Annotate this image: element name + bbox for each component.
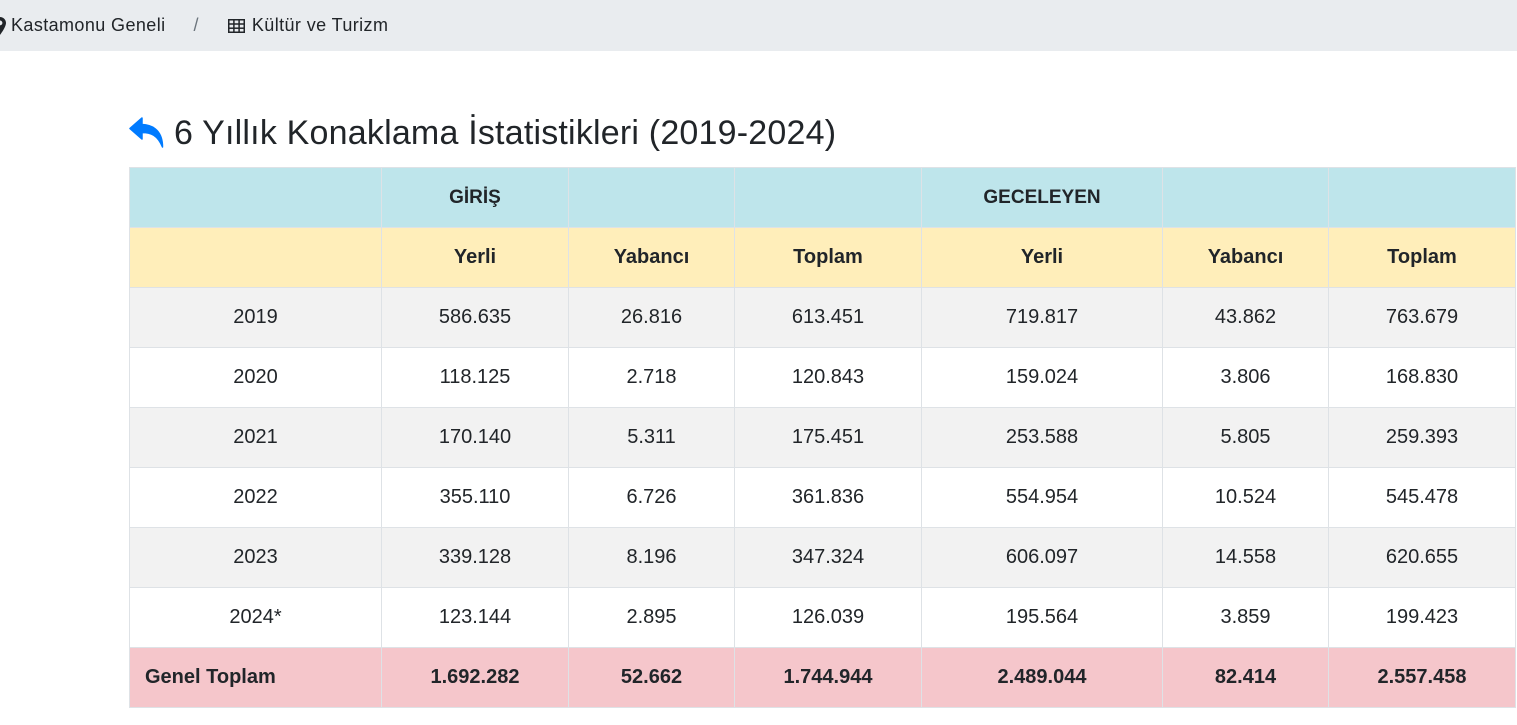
table-cell: 355.110	[381, 467, 569, 528]
table-cell: 5.311	[568, 407, 735, 468]
year-cell: 2023	[129, 527, 382, 588]
year-cell: 2021	[129, 407, 382, 468]
table-cell: 620.655	[1328, 527, 1516, 588]
page-title: 6 Yıllık Konaklama İstatistikleri (2019-…	[174, 113, 837, 152]
table-row: 2023 339.128 8.196 347.324 606.097 14.55…	[129, 527, 1516, 588]
table-cell: 259.393	[1328, 407, 1516, 468]
table-cell: 5.805	[1162, 407, 1329, 468]
table-cell: 2.718	[568, 347, 735, 408]
table-cell: 199.423	[1328, 587, 1516, 648]
table-cell: 10.524	[1162, 467, 1329, 528]
group-header-cell	[734, 167, 922, 228]
column-header-giris-yerli: Yerli	[381, 227, 569, 288]
table-row: 2021 170.140 5.311 175.451 253.588 5.805…	[129, 407, 1516, 468]
reply-arrow-icon[interactable]	[129, 116, 165, 150]
group-header-geceleyen: GECELEYEN	[921, 167, 1163, 228]
total-cell: 52.662	[568, 647, 735, 708]
table-cell: 168.830	[1328, 347, 1516, 408]
table-cell: 554.954	[921, 467, 1163, 528]
table-cell: 43.862	[1162, 287, 1329, 348]
table-cell: 175.451	[734, 407, 922, 468]
table-cell: 613.451	[734, 287, 922, 348]
group-header-cell	[1162, 167, 1329, 228]
breadcrumb-item-kastamonu-geneli[interactable]: Kastamonu Geneli	[0, 15, 166, 36]
table-cell: 195.564	[921, 587, 1163, 648]
table-cell: 606.097	[921, 527, 1163, 588]
table-cell: 126.039	[734, 587, 922, 648]
total-label-cell: Genel Toplam	[129, 647, 382, 708]
table-cell: 763.679	[1328, 287, 1516, 348]
accommodation-stats-table: GİRİŞ GECELEYEN Yerli Yabancı Toplam Yer…	[129, 167, 1516, 708]
table-cell: 120.843	[734, 347, 922, 408]
table-cell: 6.726	[568, 467, 735, 528]
table-cell: 118.125	[381, 347, 569, 408]
breadcrumb-item-kultur-ve-turizm[interactable]: Kültür ve Turizm	[227, 15, 389, 36]
year-cell: 2024*	[129, 587, 382, 648]
table-row: 2019 586.635 26.816 613.451 719.817 43.8…	[129, 287, 1516, 348]
year-cell: 2019	[129, 287, 382, 348]
table-column-header-row: Yerli Yabancı Toplam Yerli Yabancı Topla…	[129, 227, 1516, 288]
total-cell: 82.414	[1162, 647, 1329, 708]
table-cell: 719.817	[921, 287, 1163, 348]
table-cell: 14.558	[1162, 527, 1329, 588]
group-header-giris: GİRİŞ	[381, 167, 569, 228]
year-cell: 2020	[129, 347, 382, 408]
table-cell: 545.478	[1328, 467, 1516, 528]
total-cell: 2.557.458	[1328, 647, 1516, 708]
table-cell: 26.816	[568, 287, 735, 348]
total-cell: 2.489.044	[921, 647, 1163, 708]
breadcrumb: Kastamonu Geneli / Kültür ve Turizm	[0, 0, 1517, 51]
table-row: 2020 118.125 2.718 120.843 159.024 3.806…	[129, 347, 1516, 408]
breadcrumb-label: Kastamonu Geneli	[11, 15, 166, 35]
table-cell: 159.024	[921, 347, 1163, 408]
table-cell: 586.635	[381, 287, 569, 348]
table-cell: 3.859	[1162, 587, 1329, 648]
column-header-giris-yabanci: Yabancı	[568, 227, 735, 288]
table-group-header-row: GİRİŞ GECELEYEN	[129, 167, 1516, 228]
column-header	[129, 227, 382, 288]
table-cell: 2.895	[568, 587, 735, 648]
table-cell: 347.324	[734, 527, 922, 588]
group-header-cell	[1328, 167, 1516, 228]
column-header-geceleyen-yabanci: Yabancı	[1162, 227, 1329, 288]
column-header-giris-toplam: Toplam	[734, 227, 922, 288]
table-cell: 170.140	[381, 407, 569, 468]
table-icon	[227, 18, 245, 33]
column-header-geceleyen-yerli: Yerli	[921, 227, 1163, 288]
table-row: 2022 355.110 6.726 361.836 554.954 10.52…	[129, 467, 1516, 528]
breadcrumb-separator: /	[193, 15, 199, 35]
year-cell: 2022	[129, 467, 382, 528]
group-header-cell	[129, 167, 382, 228]
total-cell: 1.692.282	[381, 647, 569, 708]
map-marker-icon	[0, 16, 6, 35]
table-cell: 3.806	[1162, 347, 1329, 408]
page-heading: 6 Yıllık Konaklama İstatistikleri (2019-…	[129, 110, 836, 156]
column-header-geceleyen-toplam: Toplam	[1328, 227, 1516, 288]
table-cell: 253.588	[921, 407, 1163, 468]
table-cell: 339.128	[381, 527, 569, 588]
total-cell: 1.744.944	[734, 647, 922, 708]
breadcrumb-label: Kültür ve Turizm	[251, 15, 389, 35]
table-total-row: Genel Toplam 1.692.282 52.662 1.744.944 …	[129, 647, 1516, 708]
table-cell: 361.836	[734, 467, 922, 528]
group-header-cell	[568, 167, 735, 228]
table-cell: 123.144	[381, 587, 569, 648]
table-row: 2024* 123.144 2.895 126.039 195.564 3.85…	[129, 587, 1516, 648]
table-cell: 8.196	[568, 527, 735, 588]
